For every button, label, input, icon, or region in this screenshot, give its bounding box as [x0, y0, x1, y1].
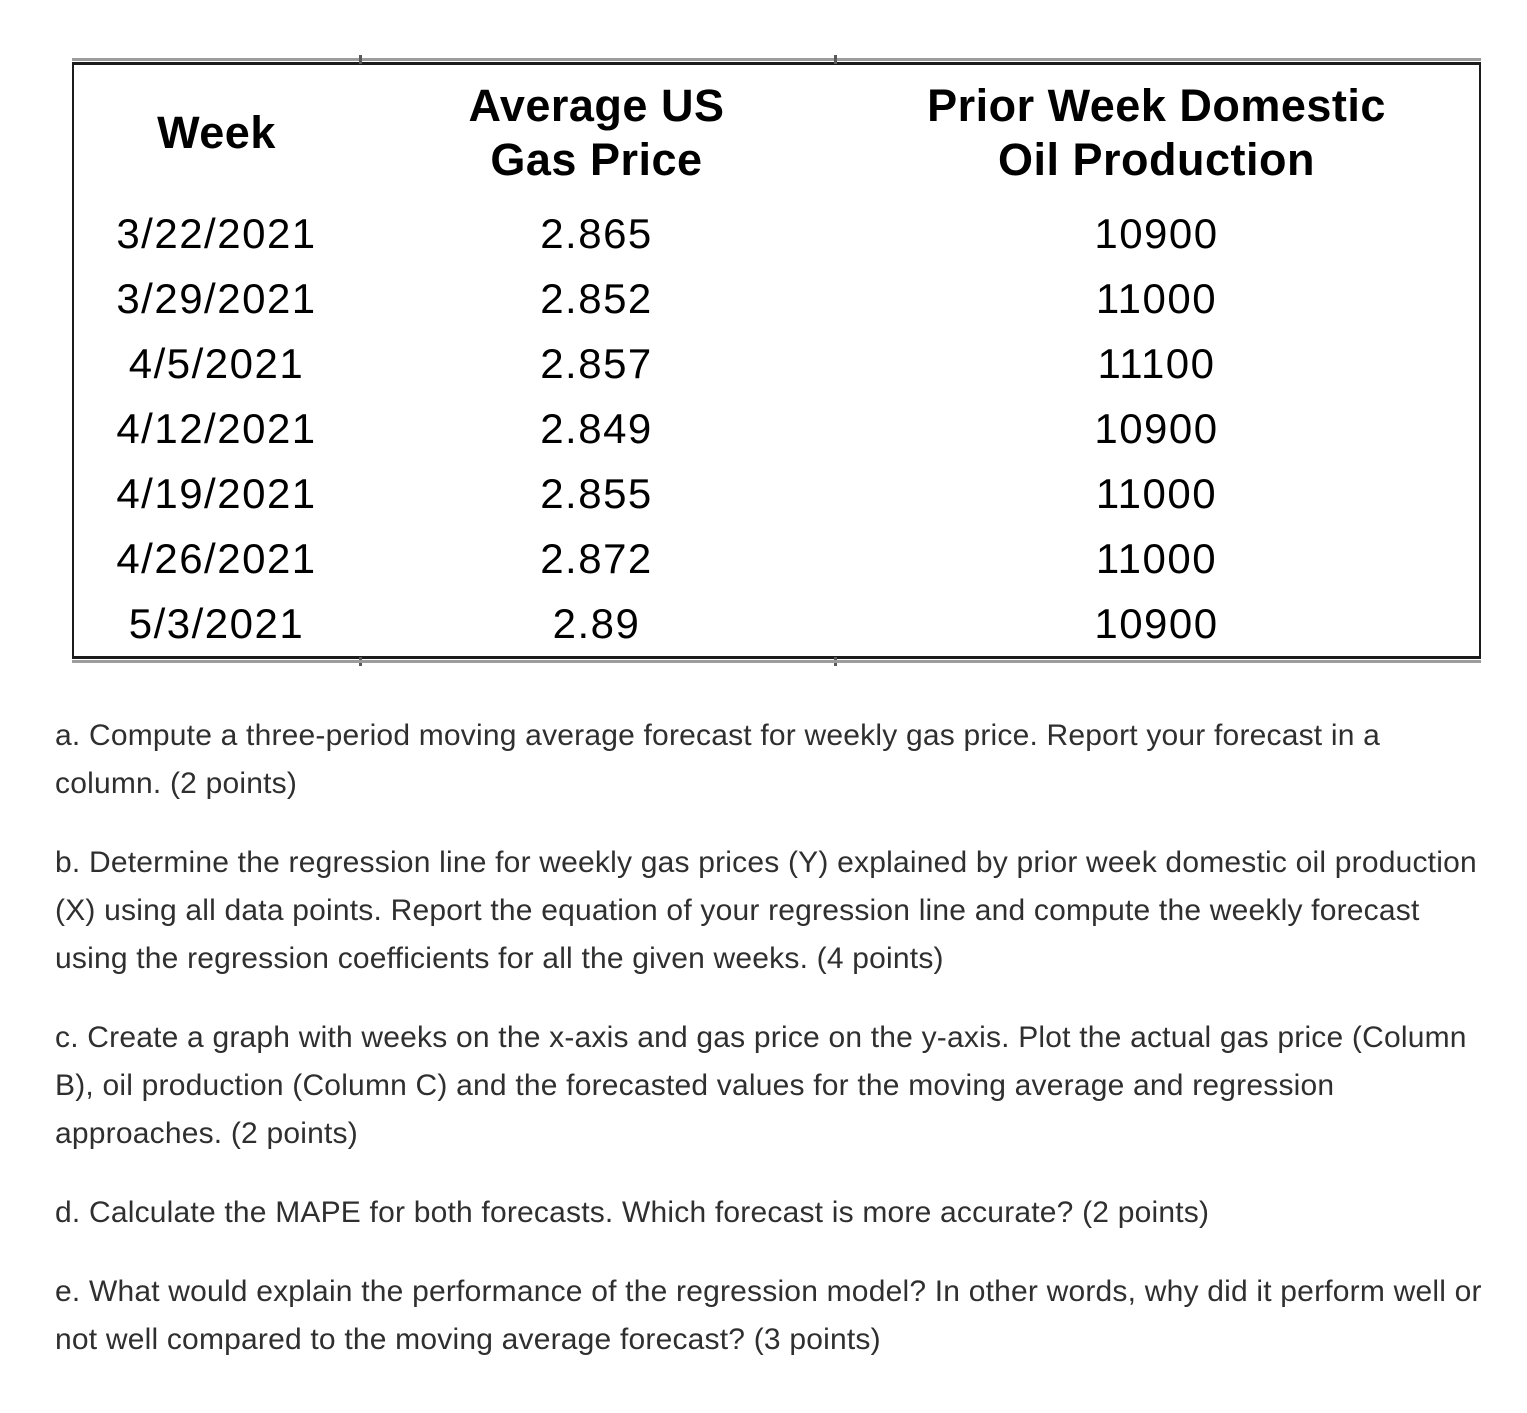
column-boundary-tick [359, 657, 362, 666]
question-b: b. Determine the regression line for wee… [55, 846, 1477, 975]
gas-price-cell: 2.857 [540, 339, 653, 387]
week-cell: 4/26/2021 [116, 534, 317, 582]
oil-production-cell: 11100 [1097, 339, 1216, 387]
oil-production-cell: 10900 [1094, 209, 1219, 257]
column-boundary-tick [359, 55, 362, 64]
oil-production-cell: 11000 [1095, 274, 1218, 322]
gas-price-cell: 2.89 [552, 599, 641, 647]
week-cell: 4/19/2021 [116, 469, 317, 517]
gas-price-cell: 2.855 [540, 469, 653, 517]
oil-production-cell: 10900 [1094, 599, 1219, 647]
week-cell: 5/3/2021 [128, 599, 305, 647]
question-list: a. Compute a three-period moving average… [55, 712, 1483, 1395]
question-a: a. Compute a three-period moving average… [55, 719, 1381, 800]
week-cell: 4/5/2021 [128, 339, 305, 387]
gas-price-cell: 2.849 [540, 404, 653, 452]
question-c: c. Create a graph with weeks on the x-ax… [55, 1021, 1467, 1150]
week-cell: 4/12/2021 [116, 404, 317, 452]
question-e: e. What would explain the performance of… [55, 1275, 1482, 1356]
column-boundary-tick [834, 657, 837, 666]
gas-price-cell: 2.872 [540, 534, 653, 582]
gas-price-cell: 2.852 [540, 274, 653, 322]
table-header-oil-production: Prior Week Domestic Oil Production [927, 80, 1386, 185]
oil-production-cell: 11000 [1095, 469, 1218, 517]
table-header-week: Week [157, 107, 276, 158]
week-cell: 3/29/2021 [116, 274, 317, 322]
data-table: Week Average US Gas Price Prior Week Dom… [72, 55, 1481, 666]
gas-price-cell: 2.865 [540, 209, 653, 257]
oil-production-cell: 11000 [1095, 534, 1218, 582]
table-header-gas-price: Average US Gas Price [468, 80, 725, 185]
question-d: d. Calculate the MAPE for both forecasts… [55, 1196, 1210, 1229]
column-boundary-tick [834, 55, 837, 64]
oil-production-cell: 10900 [1094, 404, 1219, 452]
week-cell: 3/22/2021 [116, 209, 317, 257]
